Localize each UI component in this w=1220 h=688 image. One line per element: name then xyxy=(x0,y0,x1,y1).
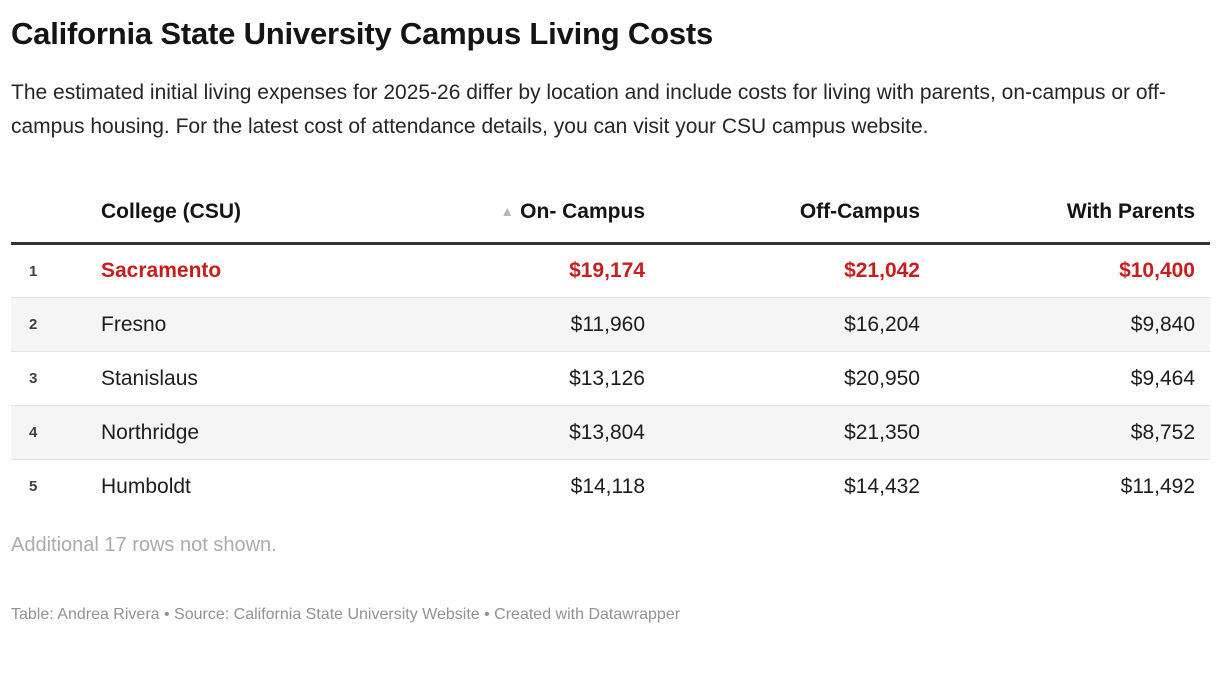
living-costs-table: College (CSU) ▲ On- Campus Off-Campus Wit… xyxy=(11,200,1210,514)
column-header-label: College (CSU) xyxy=(101,200,242,223)
row-rank: 2 xyxy=(11,297,101,352)
with-parents-cost-cell: $9,840 xyxy=(935,297,1210,352)
row-rank: 3 xyxy=(11,351,101,406)
separator-dot: • xyxy=(159,605,175,623)
on-campus-cost-cell: $19,174 xyxy=(569,259,645,282)
off-campus-cost-cell: $21,042 xyxy=(844,259,920,282)
rank-column-header xyxy=(11,200,101,245)
column-header-label: On- Campus xyxy=(520,200,645,223)
table-row: 2 Fresno $11,960 $16,204 $9,840 xyxy=(11,297,1210,352)
off-campus-cost-cell: $16,204 xyxy=(660,297,935,352)
source-label: Source: xyxy=(174,605,234,623)
row-rank: 4 xyxy=(11,405,101,460)
on-campus-cost-cell: $13,804 xyxy=(385,405,660,460)
college-name-cell: Fresno xyxy=(101,297,385,352)
row-rank: 5 xyxy=(11,459,101,514)
on-campus-cost-cell: $13,126 xyxy=(385,351,660,406)
with-parents-cost-cell: $11,492 xyxy=(935,459,1210,514)
table-row: 1 Sacramento $19,174 $21,042 $10,400 xyxy=(11,244,1210,298)
college-name-cell: Sacramento xyxy=(101,259,222,282)
on-campus-cost-cell: $14,118 xyxy=(385,459,660,514)
page-title: California State University Campus Livin… xyxy=(11,16,714,51)
table-credit-label: Table: xyxy=(11,605,58,623)
table-row: 3 Stanislaus $13,126 $20,950 $9,464 xyxy=(11,351,1210,406)
datawrapper-link[interactable]: Datawrapper xyxy=(588,605,681,623)
column-header-label: Off-Campus xyxy=(799,200,920,223)
table-row: 4 Northridge $13,804 $21,350 $8,752 xyxy=(11,405,1210,460)
chart-description: The estimated initial living expenses fo… xyxy=(11,81,1166,138)
row-rank: 1 xyxy=(29,262,38,280)
column-header-with-parents[interactable]: With Parents xyxy=(935,200,1210,245)
table-row: 5 Humboldt $14,118 $14,432 $11,492 xyxy=(11,459,1210,514)
source-link[interactable]: California State University Website xyxy=(233,605,480,623)
table-header-row: College (CSU) ▲ On- Campus Off-Campus Wit… xyxy=(11,200,1210,245)
with-parents-cost-cell: $10,400 xyxy=(1119,259,1195,282)
column-header-off-campus[interactable]: Off-Campus xyxy=(660,200,935,245)
off-campus-cost-cell: $14,432 xyxy=(660,459,935,514)
college-name-cell: Stanislaus xyxy=(101,351,385,406)
college-name-cell: Humboldt xyxy=(101,459,385,514)
off-campus-cost-cell: $21,350 xyxy=(660,405,935,460)
column-header-on-campus[interactable]: ▲ On- Campus xyxy=(385,200,660,245)
attribution-footer: Table: Andrea Rivera • Source: Californi… xyxy=(11,606,1209,624)
with-parents-cost-cell: $8,752 xyxy=(935,405,1210,460)
more-rows-note: Additional 17 rows not shown. xyxy=(11,533,277,556)
table-body: 1 Sacramento $19,174 $21,042 $10,400 2 F… xyxy=(11,244,1210,514)
column-header-college[interactable]: College (CSU) xyxy=(101,200,385,245)
column-header-label: With Parents xyxy=(1066,200,1195,223)
table-author: Andrea Rivera xyxy=(57,605,160,623)
created-with-label: Created with xyxy=(494,605,589,623)
on-campus-cost-cell: $11,960 xyxy=(385,297,660,352)
with-parents-cost-cell: $9,464 xyxy=(935,351,1210,406)
separator-dot: • xyxy=(479,605,495,623)
sort-ascending-icon: ▲ xyxy=(500,203,515,219)
off-campus-cost-cell: $20,950 xyxy=(660,351,935,406)
college-name-cell: Northridge xyxy=(101,405,385,460)
